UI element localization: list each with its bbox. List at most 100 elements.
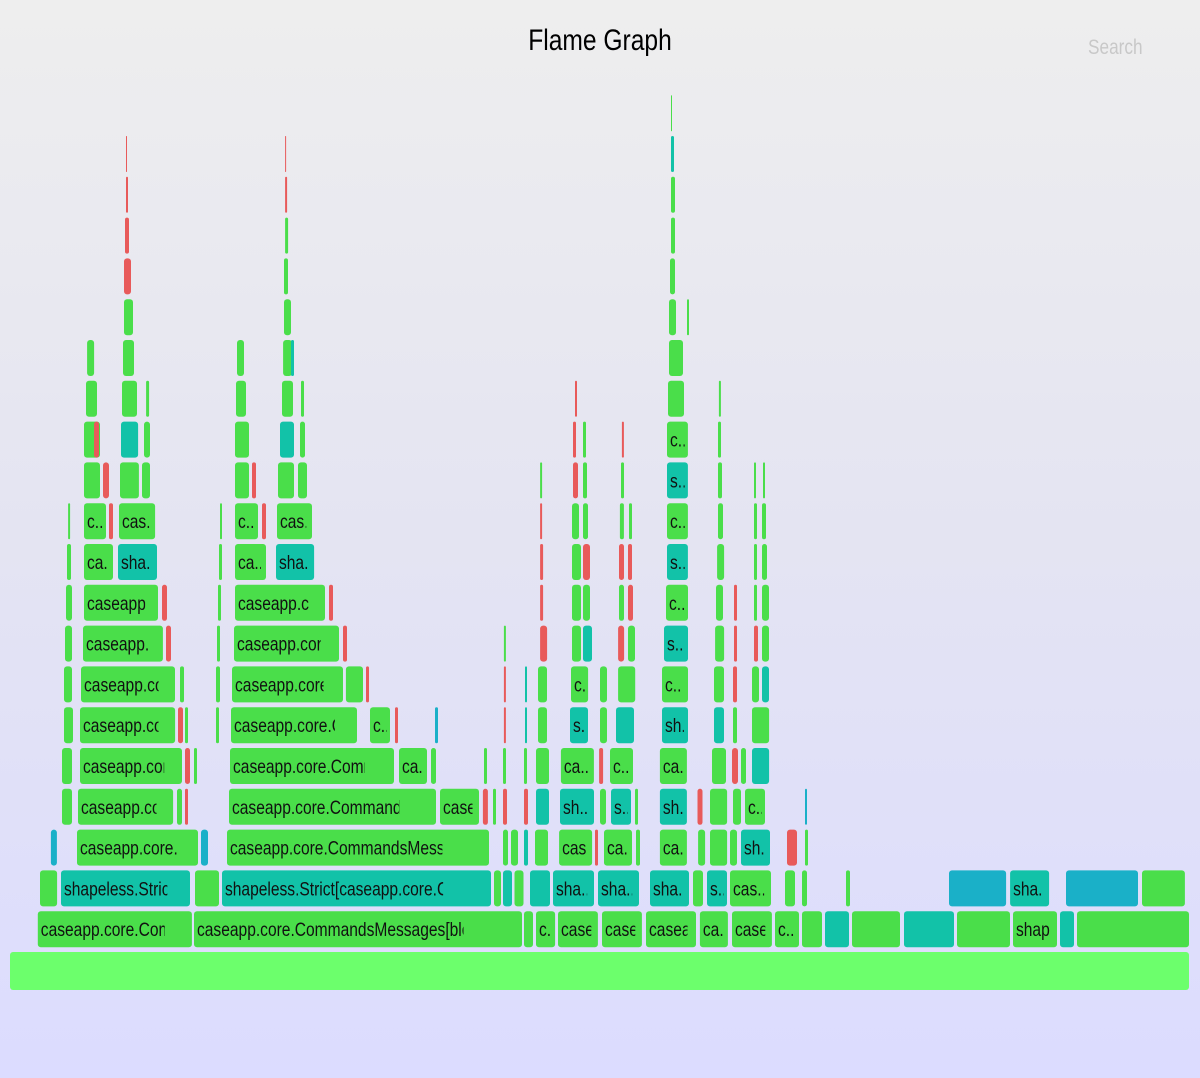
flame-frame-rect[interactable] bbox=[693, 870, 703, 907]
flame-frame[interactable] bbox=[619, 544, 624, 580]
flame-frame[interactable] bbox=[762, 584, 769, 621]
flame-frame[interactable] bbox=[717, 544, 725, 580]
flame-frame-rect[interactable] bbox=[734, 584, 737, 621]
flame-frame-rect[interactable] bbox=[435, 707, 438, 744]
flame-frame-rect[interactable] bbox=[629, 503, 632, 540]
flame-frame-rect[interactable] bbox=[558, 911, 598, 948]
flame-frame-rect[interactable] bbox=[659, 748, 687, 784]
flame-frame[interactable] bbox=[583, 625, 592, 662]
flame-frame-rect[interactable] bbox=[252, 462, 256, 499]
flame-frame-rect[interactable] bbox=[84, 584, 158, 621]
flame-frame-rect[interactable] bbox=[235, 503, 258, 540]
flame-frame[interactable] bbox=[484, 748, 487, 784]
flame-frame-rect[interactable] bbox=[1060, 911, 1074, 948]
flame-frame-rect[interactable] bbox=[628, 544, 632, 580]
flame-frame[interactable] bbox=[754, 625, 758, 662]
flame-frame-rect[interactable] bbox=[86, 380, 97, 417]
flame-frame[interactable] bbox=[600, 707, 607, 744]
flame-frame-rect[interactable] bbox=[687, 299, 689, 336]
flame-frame-rect[interactable] bbox=[94, 421, 99, 458]
flame-frame-rect[interactable] bbox=[536, 748, 549, 784]
flame-frame[interactable] bbox=[618, 666, 636, 703]
flame-frame[interactable] bbox=[752, 748, 770, 784]
flame-frame[interactable]: shapeless.Strict.. bbox=[61, 870, 190, 907]
flame-frame[interactable] bbox=[126, 176, 128, 213]
flame-frame[interactable] bbox=[94, 421, 99, 458]
flame-frame[interactable]: case.. bbox=[440, 788, 485, 825]
flame-frame-rect[interactable] bbox=[1142, 870, 1185, 907]
flame-frame-rect[interactable] bbox=[262, 503, 266, 540]
flame-frame-rect[interactable] bbox=[583, 625, 592, 662]
flame-frame[interactable] bbox=[524, 788, 528, 825]
flame-frame[interactable]: s.. bbox=[611, 788, 631, 825]
flame-frame-rect[interactable] bbox=[716, 584, 723, 621]
flame-frame[interactable] bbox=[237, 340, 244, 376]
flame-frame-rect[interactable] bbox=[957, 911, 1010, 948]
flame-frame-rect[interactable] bbox=[370, 707, 390, 744]
flame-frame-rect[interactable] bbox=[754, 462, 756, 499]
flame-frame-rect[interactable] bbox=[600, 707, 607, 744]
flame-frame[interactable]: caseapp.core.Co.. bbox=[77, 829, 206, 866]
flame-frame[interactable] bbox=[802, 911, 822, 948]
flame-frame[interactable] bbox=[162, 584, 167, 621]
flame-frame-rect[interactable] bbox=[284, 258, 288, 295]
flame-frame-rect[interactable] bbox=[525, 666, 527, 703]
flame-frame[interactable] bbox=[298, 462, 307, 499]
flame-frame[interactable] bbox=[235, 421, 249, 458]
flame-frame-rect[interactable] bbox=[573, 421, 576, 458]
flame-frame[interactable] bbox=[68, 503, 71, 540]
flame-frame[interactable] bbox=[482, 788, 488, 825]
flame-frame[interactable] bbox=[583, 462, 587, 499]
flame-frame[interactable] bbox=[619, 503, 624, 540]
flame-frame-rect[interactable] bbox=[715, 625, 725, 662]
flame-frame[interactable] bbox=[1077, 911, 1189, 948]
flame-frame-rect[interactable] bbox=[714, 707, 724, 744]
flame-frame[interactable] bbox=[629, 503, 632, 540]
flame-frame-rect[interactable] bbox=[118, 544, 157, 580]
flame-frame[interactable]: caseapp.core.. bbox=[80, 748, 185, 784]
flame-frame[interactable] bbox=[1066, 870, 1138, 907]
flame-frame[interactable]: ca.. bbox=[399, 748, 427, 784]
flame-frame-rect[interactable] bbox=[659, 829, 687, 866]
flame-frame[interactable] bbox=[714, 666, 724, 703]
flame-frame[interactable] bbox=[754, 584, 757, 621]
flame-frame[interactable] bbox=[670, 258, 675, 295]
flame-frame[interactable] bbox=[194, 748, 197, 784]
flame-frame[interactable] bbox=[67, 544, 71, 580]
flame-frame-rect[interactable] bbox=[284, 299, 291, 336]
flame-frame[interactable] bbox=[628, 625, 635, 662]
flame-frame[interactable] bbox=[50, 829, 57, 866]
flame-frame-rect[interactable] bbox=[37, 911, 192, 948]
flame-frame-rect[interactable] bbox=[503, 707, 506, 744]
flame-frame-rect[interactable] bbox=[62, 748, 72, 784]
flame-frame-rect[interactable] bbox=[103, 462, 109, 499]
flame-frame-rect[interactable] bbox=[659, 788, 687, 825]
flame-frame[interactable]: caseapp.cor.. bbox=[234, 625, 339, 662]
flame-frame-rect[interactable] bbox=[600, 788, 606, 825]
flame-frame-rect[interactable] bbox=[570, 707, 588, 744]
flame-frame-rect[interactable] bbox=[785, 870, 795, 907]
flame-frame[interactable] bbox=[698, 829, 706, 866]
flame-frame-rect[interactable] bbox=[600, 666, 607, 703]
flame-frame[interactable]: caseapp.core.CommandsMessages[bloop.cli.… bbox=[194, 911, 522, 948]
flame-frame[interactable] bbox=[710, 829, 728, 866]
flame-frame-rect[interactable] bbox=[227, 829, 489, 866]
flame-frame-rect[interactable] bbox=[109, 503, 113, 540]
flame-frame-rect[interactable] bbox=[235, 421, 249, 458]
flame-frame[interactable] bbox=[573, 462, 578, 499]
flame-frame-rect[interactable] bbox=[83, 625, 163, 662]
flame-frame[interactable] bbox=[301, 380, 304, 417]
flame-frame[interactable] bbox=[66, 584, 72, 621]
flame-frame[interactable] bbox=[536, 748, 549, 784]
flame-frame-rect[interactable] bbox=[219, 544, 222, 580]
flame-frame-rect[interactable] bbox=[540, 625, 548, 662]
flame-frame-rect[interactable] bbox=[65, 625, 72, 662]
flame-frame[interactable] bbox=[621, 421, 624, 458]
flame-frame-rect[interactable] bbox=[68, 503, 71, 540]
flame-frame-rect[interactable] bbox=[733, 707, 737, 744]
flame-frame[interactable] bbox=[583, 584, 590, 621]
flame-frame[interactable] bbox=[503, 625, 506, 662]
flame-frame[interactable] bbox=[572, 503, 579, 540]
flame-frame[interactable] bbox=[575, 380, 577, 417]
flame-frame[interactable]: cas.. bbox=[119, 503, 156, 540]
